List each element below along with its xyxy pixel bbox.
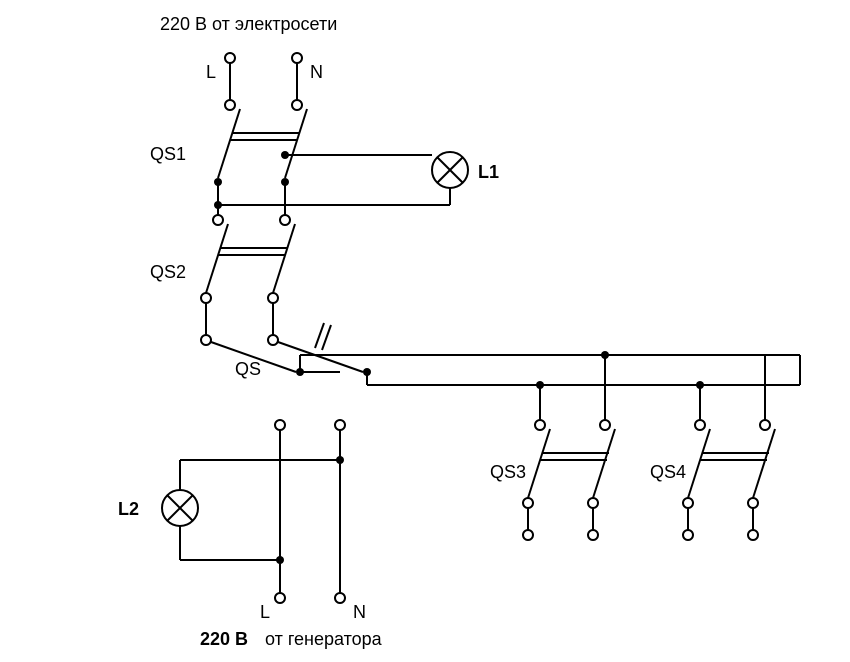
label-gen-text: от генератора xyxy=(265,629,383,649)
label-L-bottom: L xyxy=(260,602,270,622)
label-N-top: N xyxy=(310,62,323,82)
label-mains-source: 220 В от электросети xyxy=(160,14,337,34)
label-N-bottom: N xyxy=(353,602,366,622)
label-L2: L2 xyxy=(118,499,139,519)
terminal-L-top xyxy=(225,53,235,63)
label-QS1: QS1 xyxy=(150,144,186,164)
label-QS4: QS4 xyxy=(650,462,686,482)
lamp-L1 xyxy=(432,152,468,188)
label-QS2: QS2 xyxy=(150,262,186,282)
label-L-top: L xyxy=(206,62,216,82)
terminal-N-top xyxy=(292,53,302,63)
terminal-L-bottom xyxy=(275,593,285,603)
label-QS3: QS3 xyxy=(490,462,526,482)
terminal-N-bottom xyxy=(335,593,345,603)
schematic-canvas: 220 В от электросети L N QS1 L1 QS2 QS Q… xyxy=(0,0,850,662)
label-L1: L1 xyxy=(478,162,499,182)
label-QS: QS xyxy=(235,359,261,379)
label-gen-voltage: 220 В xyxy=(200,629,248,649)
lamp-L2 xyxy=(162,490,198,526)
